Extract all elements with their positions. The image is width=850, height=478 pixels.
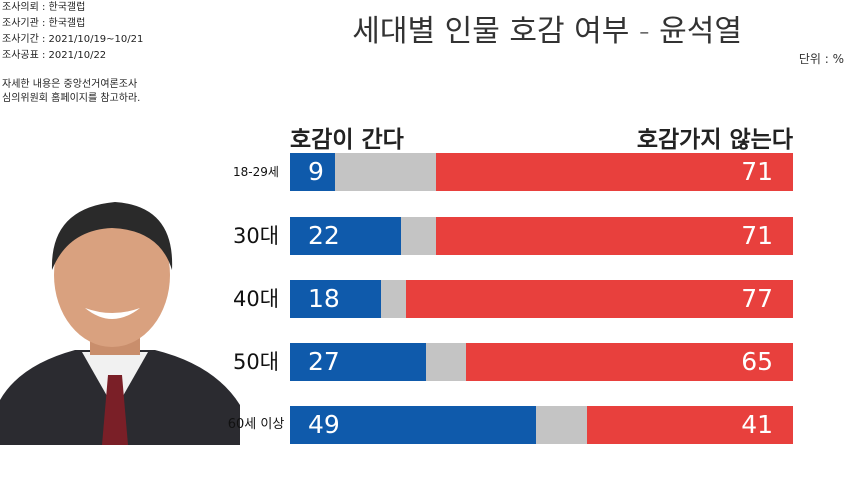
legend-negative: 호감가지 않는다 (636, 127, 793, 153)
value-label: 65 (741, 347, 773, 376)
photo (0, 202, 240, 445)
note-line: 심의위원회 홈페이지를 참고하라. (2, 93, 141, 104)
bar-negative (405, 280, 793, 318)
bar-positive (290, 280, 381, 318)
y-tick-label: 50대 (232, 349, 280, 374)
value-label: 22 (308, 221, 340, 250)
y-tick-label: 40대 (232, 286, 280, 311)
bar-positive (290, 406, 537, 444)
value-label: 41 (741, 410, 773, 439)
y-tick-label: 18-29세 (233, 164, 279, 179)
bar-positive (290, 343, 426, 381)
value-label: 18 (308, 284, 340, 313)
chart-title: 세대별 인물 호감 여부 - 윤석열 (352, 14, 742, 49)
bar-negative (435, 217, 793, 255)
bar-positive (290, 153, 336, 191)
bar-negative (466, 343, 793, 381)
legend-positive: 호감이 간다 (290, 127, 404, 153)
y-tick-label: 30대 (232, 223, 280, 248)
survey-line: 조사기관 : 한국갤럽 (2, 18, 86, 29)
survey-line: 조사기간 : 2021/10/19~10/21 (2, 34, 144, 45)
bar-negative (435, 153, 793, 191)
bar-negative (586, 406, 793, 444)
bar-positive (290, 217, 401, 255)
value-label: 49 (308, 410, 340, 439)
value-label: 71 (741, 221, 773, 250)
note-line: 자세한 내용은 중앙선거여론조사 (2, 79, 138, 90)
survey-line: 조사공표 : 2021/10/22 (2, 50, 107, 61)
y-tick-label: 60세 이상 (227, 416, 285, 432)
unit: 단위 : % (798, 52, 844, 66)
value-label: 71 (741, 157, 773, 186)
value-label: 27 (308, 347, 340, 376)
value-label: 9 (308, 157, 324, 186)
value-label: 77 (741, 284, 773, 313)
survey-line: 조사의뢰 : 한국갤럽 (2, 2, 86, 13)
